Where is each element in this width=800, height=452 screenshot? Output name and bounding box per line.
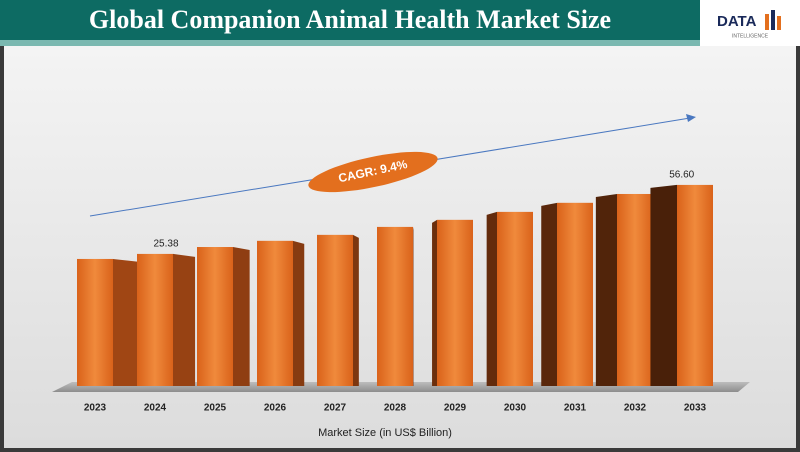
x-axis-label: Market Size (in US$ Billion) bbox=[318, 427, 452, 439]
x-tick-label: 2027 bbox=[324, 403, 347, 414]
logo-box bbox=[700, 0, 800, 46]
logo-bar bbox=[771, 10, 775, 30]
trend-arrow-head bbox=[686, 114, 696, 122]
bar bbox=[377, 226, 413, 386]
cagr-bubble bbox=[308, 151, 438, 193]
bar bbox=[317, 234, 353, 386]
bar bbox=[557, 202, 593, 386]
bar-side bbox=[113, 258, 141, 386]
bar bbox=[137, 253, 173, 386]
bar-side bbox=[432, 219, 437, 386]
bar bbox=[257, 240, 293, 386]
logo-bar bbox=[777, 16, 781, 30]
logo-bar bbox=[765, 14, 769, 30]
logo-tagline: INTELLIGENCE bbox=[732, 33, 769, 39]
bar-side bbox=[293, 240, 305, 386]
title-bar-stripe bbox=[0, 40, 700, 46]
x-tick-label: 2031 bbox=[564, 403, 587, 414]
value-label: 25.38 bbox=[154, 239, 179, 250]
bar bbox=[497, 211, 533, 386]
bar bbox=[677, 184, 713, 386]
x-tick-label: 2032 bbox=[624, 403, 647, 414]
bar-side bbox=[173, 253, 196, 386]
x-tick-label: 2026 bbox=[264, 403, 287, 414]
chart-title: Global Companion Animal Health Market Si… bbox=[89, 5, 611, 34]
bar-side bbox=[233, 247, 250, 386]
logo-name: DATA bbox=[717, 13, 757, 30]
x-tick-label: 2033 bbox=[684, 403, 707, 414]
x-tick-label: 2025 bbox=[204, 403, 227, 414]
x-tick-label: 2023 bbox=[84, 403, 107, 414]
bar-side bbox=[486, 211, 497, 386]
bar-side bbox=[541, 202, 557, 386]
bar bbox=[437, 219, 473, 386]
x-tick-label: 2024 bbox=[144, 403, 167, 414]
x-tick-label: 2029 bbox=[444, 403, 467, 414]
x-tick-label: 2030 bbox=[504, 403, 527, 414]
bar-side bbox=[650, 184, 677, 386]
title-bar bbox=[0, 0, 700, 46]
bar-side bbox=[595, 193, 617, 386]
x-tick-label: 2028 bbox=[384, 403, 407, 414]
bar-side bbox=[353, 234, 359, 386]
bar bbox=[77, 258, 113, 386]
value-label: 56.60 bbox=[669, 170, 694, 181]
bar bbox=[197, 247, 233, 386]
bar bbox=[617, 193, 653, 386]
